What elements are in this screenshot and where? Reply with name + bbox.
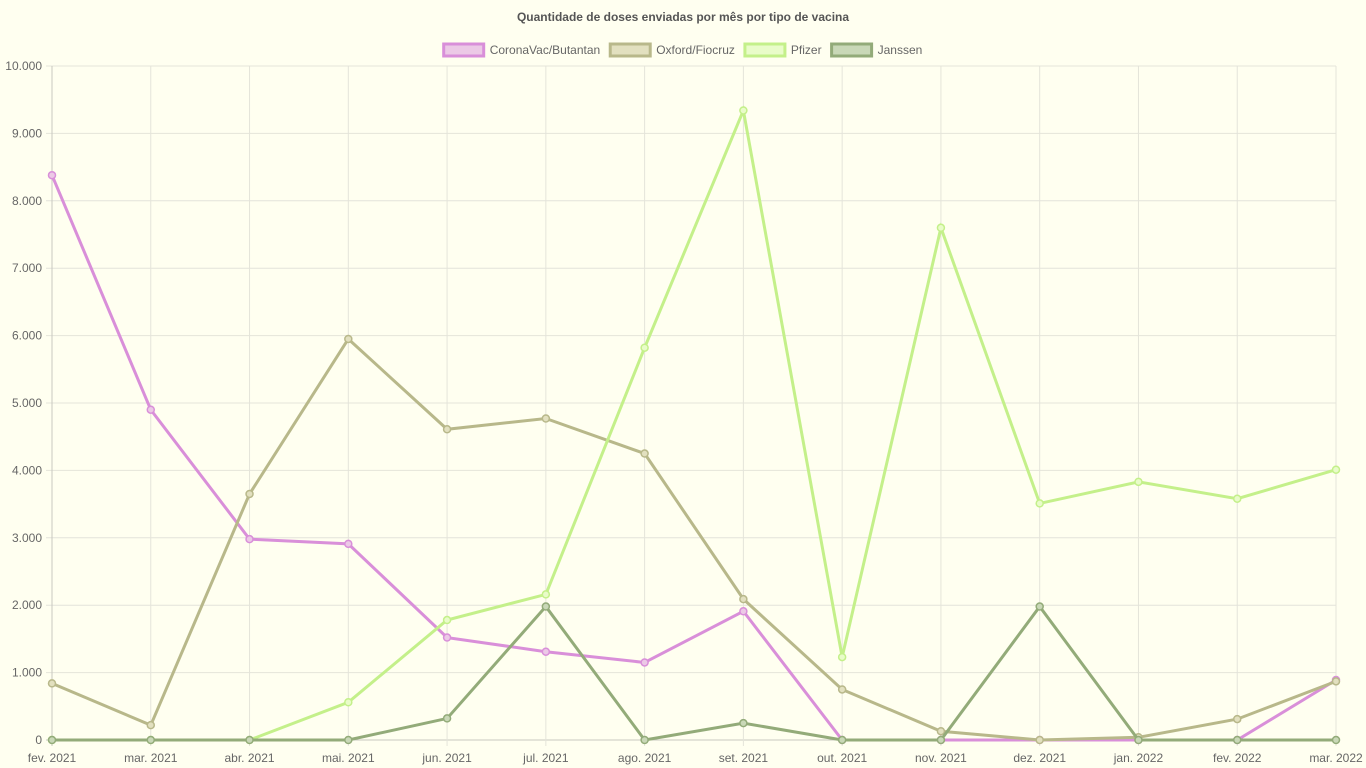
- y-tick-label: 7.000: [12, 261, 42, 275]
- data-point: [837, 735, 847, 745]
- data-point: [344, 539, 353, 549]
- legend-label: Pfizer: [791, 43, 822, 57]
- data-point: [739, 106, 748, 115]
- data-point: [146, 720, 156, 730]
- x-tick-label: jun. 2021: [421, 751, 472, 765]
- legend-swatch: [442, 42, 486, 58]
- grid-lines: [46, 65, 1337, 746]
- y-tick-label: 6.000: [12, 329, 42, 343]
- x-tick-label: fev. 2022: [1213, 751, 1262, 765]
- legend-item-coronavac-butantan: CoronaVac/Butantan: [442, 42, 601, 58]
- data-point: [146, 405, 156, 414]
- data-point: [344, 735, 353, 745]
- data-point: [442, 615, 452, 625]
- data-point: [1035, 499, 1044, 508]
- data-point: [245, 489, 254, 499]
- data-point: [837, 685, 847, 694]
- legend-label: Oxford/Fiocruz: [656, 43, 735, 57]
- x-tick-label: mar. 2021: [124, 751, 178, 765]
- y-tick-label: 3.000: [12, 531, 42, 545]
- y-tick-label: 1.000: [12, 666, 42, 680]
- y-tick-label: 0: [35, 733, 42, 747]
- data-point: [47, 679, 57, 688]
- legend-swatch: [830, 42, 874, 58]
- series-janssen: [47, 602, 1341, 745]
- x-tick-label: dez. 2021: [1013, 751, 1066, 765]
- data-point: [936, 223, 946, 233]
- x-tick-label: abr. 2021: [225, 751, 275, 765]
- series-line: [50, 174, 1337, 742]
- x-tick-label: set. 2021: [719, 751, 769, 765]
- data-point: [442, 425, 452, 434]
- x-tick-label: nov. 2021: [915, 751, 967, 765]
- y-tick-label: 9.000: [12, 126, 42, 140]
- series-pfizer: [47, 105, 1341, 745]
- legend-item-oxford-fiocruz: Oxford/Fiocruz: [608, 42, 735, 58]
- legend-item-janssen: Janssen: [830, 42, 923, 58]
- data-point: [146, 735, 156, 745]
- data-point: [541, 647, 551, 656]
- series-line: [51, 336, 1337, 742]
- data-point: [541, 414, 551, 423]
- legend-label: CoronaVac/Butantan: [490, 43, 601, 57]
- data-point: [245, 534, 254, 544]
- data-point: [1331, 465, 1341, 474]
- y-axis: 0 1.000 2.000 3.000 4.000 5.000 6.000 7.000 8.00…: [5, 59, 42, 747]
- x-axis: fev. 2021 mar. 2021 abr. 2021 mai. 2021 jun.…: [28, 751, 1363, 765]
- chart-title: Quantidade de doses enviadas por mês por…: [517, 10, 849, 24]
- data-point: [1331, 677, 1341, 686]
- y-tick-label: 10.000: [5, 59, 42, 73]
- legend: CoronaVac/Butantan Oxford/Fiocruz Pfizer Ja…: [442, 42, 923, 58]
- data-point: [837, 652, 847, 662]
- x-tick-label: mai. 2021: [322, 751, 375, 765]
- series-line: [52, 105, 1337, 742]
- x-tick-label: mar. 2022: [1309, 751, 1363, 765]
- data-point: [739, 607, 748, 616]
- data-point: [936, 726, 946, 736]
- data-point: [344, 334, 353, 344]
- y-tick-label: 5.000: [12, 396, 42, 410]
- data-point: [1035, 735, 1044, 745]
- legend-swatch: [608, 42, 652, 58]
- data-point: [1232, 494, 1242, 503]
- series-coronavac-butantan: [47, 170, 1341, 745]
- data-point: [640, 343, 649, 352]
- x-tick-label: ago. 2021: [618, 751, 672, 765]
- data-point: [739, 594, 748, 604]
- x-tick-label: jul. 2021: [522, 751, 569, 765]
- data-point: [1035, 602, 1044, 611]
- data-point: [541, 602, 551, 611]
- data-point: [47, 170, 57, 180]
- data-point: [640, 658, 649, 667]
- data-point: [47, 735, 57, 745]
- y-tick-label: 2.000: [12, 598, 42, 612]
- data-point: [936, 735, 946, 745]
- data-point: [442, 714, 452, 723]
- series-oxford-fiocruz: [47, 334, 1341, 745]
- data-point: [344, 698, 353, 707]
- data-point: [1232, 735, 1242, 745]
- legend-label: Janssen: [878, 43, 923, 57]
- legend-swatch: [743, 42, 787, 58]
- data-point: [442, 633, 452, 642]
- y-tick-label: 4.000: [12, 463, 42, 477]
- data-point: [541, 590, 551, 599]
- legend-item-pfizer: Pfizer: [743, 42, 822, 58]
- x-tick-label: out. 2021: [817, 751, 867, 765]
- y-tick-label: 8.000: [12, 194, 42, 208]
- series-layer: [47, 105, 1341, 745]
- x-tick-label: fev. 2021: [28, 751, 77, 765]
- data-point: [245, 735, 254, 745]
- data-point: [1134, 477, 1143, 487]
- data-point: [739, 718, 748, 728]
- series-line: [52, 604, 1336, 742]
- x-tick-label: jan. 2022: [1113, 751, 1164, 765]
- data-point: [1232, 714, 1242, 724]
- data-point: [640, 735, 649, 745]
- data-point: [1331, 735, 1341, 745]
- data-point: [1134, 735, 1143, 745]
- data-point: [640, 449, 649, 458]
